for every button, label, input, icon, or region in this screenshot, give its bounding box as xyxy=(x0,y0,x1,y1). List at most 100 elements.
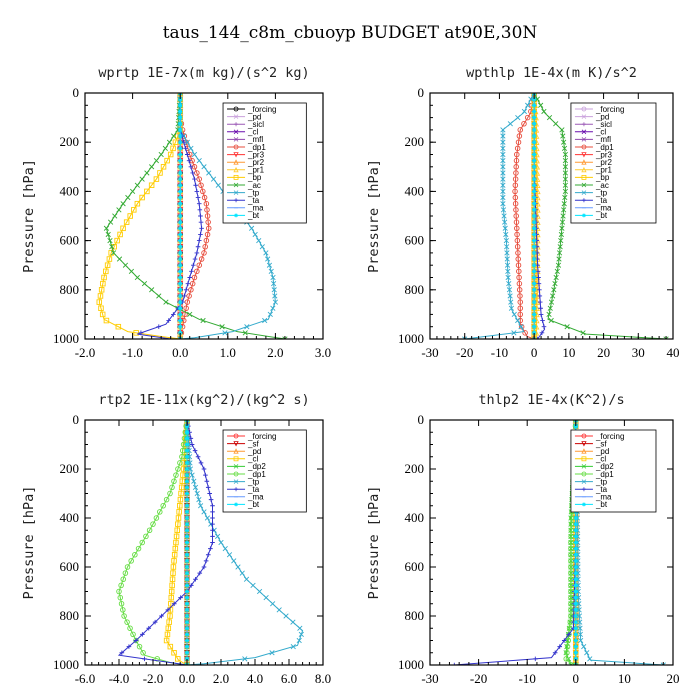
data-point xyxy=(521,108,527,115)
data-point xyxy=(177,189,183,194)
data-point xyxy=(184,509,190,515)
data-point xyxy=(573,613,579,619)
data-point xyxy=(531,250,537,256)
data-point xyxy=(500,139,506,145)
data-point xyxy=(297,625,303,631)
data-point xyxy=(531,275,537,280)
data-point xyxy=(177,146,183,151)
data-point xyxy=(512,194,519,201)
data-point xyxy=(580,330,586,336)
data-point xyxy=(504,250,510,256)
data-point xyxy=(577,619,583,625)
data-point xyxy=(127,625,133,632)
data-point xyxy=(153,515,160,521)
data-point xyxy=(156,324,162,329)
data-point xyxy=(172,545,179,552)
data-point xyxy=(531,330,537,336)
data-point xyxy=(118,601,125,607)
data-point xyxy=(153,176,160,182)
data-point xyxy=(218,539,224,546)
y-tick-label: 800 xyxy=(405,608,425,623)
data-point xyxy=(169,582,175,589)
data-point xyxy=(189,280,196,287)
data-point xyxy=(146,625,152,631)
y-tick-label: 1000 xyxy=(53,657,79,672)
data-point xyxy=(184,478,190,484)
legend-label: _mfl xyxy=(595,135,611,144)
y-tick-label: 400 xyxy=(60,510,80,525)
data-point xyxy=(573,632,579,637)
data-point xyxy=(560,133,566,139)
data-point xyxy=(104,262,111,268)
legend-label: _pd xyxy=(595,112,609,121)
data-point xyxy=(189,269,194,274)
data-point xyxy=(500,127,506,133)
data-point xyxy=(201,509,207,515)
data-point xyxy=(177,287,183,293)
data-point xyxy=(513,157,520,164)
panel-title: thlp2 1E-4x(K^2)/s xyxy=(478,392,624,408)
data-point xyxy=(515,317,521,324)
data-point xyxy=(197,503,204,509)
data-point xyxy=(564,650,570,656)
data-point xyxy=(559,225,565,231)
data-point xyxy=(577,625,583,631)
legend-marker xyxy=(581,464,587,469)
data-point xyxy=(573,546,579,551)
data-point xyxy=(562,158,569,164)
data-point xyxy=(561,145,568,151)
data-point xyxy=(177,496,184,503)
data-point xyxy=(165,607,171,613)
y-tick-label: 600 xyxy=(60,559,80,574)
data-point xyxy=(186,158,192,163)
data-point xyxy=(177,103,183,108)
data-point xyxy=(538,102,544,108)
data-point xyxy=(205,552,211,558)
data-point xyxy=(120,607,126,613)
legend-marker xyxy=(581,456,587,462)
data-point xyxy=(203,237,210,244)
data-point xyxy=(169,576,176,583)
figure-title: taus_144_c8m_cbuoyp BUDGET at90E,30N xyxy=(163,23,538,43)
data-point xyxy=(512,188,518,195)
data-point xyxy=(531,287,537,293)
x-tick-label: 0.0 xyxy=(179,671,195,686)
data-point xyxy=(531,318,537,323)
data-point xyxy=(194,189,200,194)
x-tick-label: 10 xyxy=(618,671,631,686)
data-point xyxy=(171,133,177,139)
legend-label: _dp1 xyxy=(595,470,614,479)
data-point xyxy=(502,219,508,225)
data-point xyxy=(563,650,569,656)
data-point xyxy=(559,219,566,225)
data-point xyxy=(541,324,547,329)
data-point xyxy=(521,120,527,127)
data-point xyxy=(175,466,181,472)
data-point xyxy=(531,232,537,237)
series-bt xyxy=(531,93,537,339)
legend-label: _pd xyxy=(247,447,261,456)
data-point xyxy=(171,312,176,317)
data-point xyxy=(561,139,567,145)
y-tick-label: 1000 xyxy=(398,331,424,346)
data-point xyxy=(198,182,204,188)
data-point xyxy=(160,503,166,509)
legend-label: _pr2 xyxy=(595,158,613,167)
data-point xyxy=(559,127,565,133)
data-point xyxy=(517,293,523,299)
legend-marker xyxy=(581,129,587,135)
data-point xyxy=(196,497,202,503)
data-point xyxy=(573,570,579,576)
data-point xyxy=(562,188,569,195)
data-point xyxy=(120,576,126,583)
data-point xyxy=(191,478,197,484)
data-point xyxy=(528,96,534,102)
data-point xyxy=(568,545,574,552)
data-point xyxy=(177,256,183,262)
legend: _forcing_sf_pd_cl_dp2_dp1_tp_ta_ma_bt xyxy=(570,429,657,513)
y-tick-label: 400 xyxy=(60,183,80,198)
data-point xyxy=(512,176,519,182)
data-point xyxy=(512,200,519,207)
data-point xyxy=(531,244,537,250)
data-point xyxy=(584,650,590,656)
